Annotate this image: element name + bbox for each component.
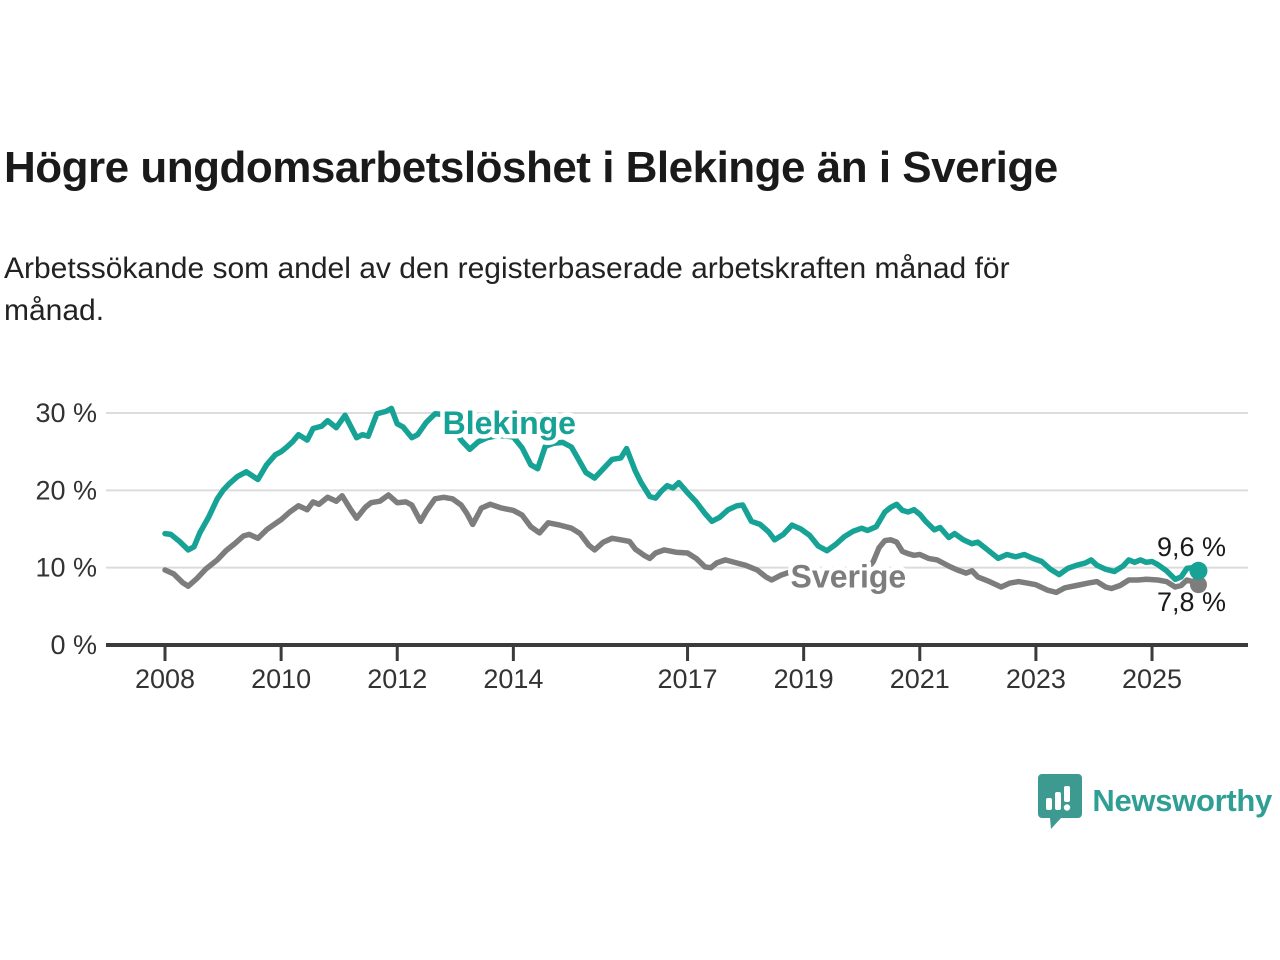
logo-bar-medium <box>1055 792 1062 810</box>
series-label-blekinge: Blekinge <box>443 405 576 441</box>
logo-bar-small <box>1046 798 1053 810</box>
series-line-blekinge <box>162 405 1202 583</box>
y-tick-label: 20 % <box>35 475 97 505</box>
newsworthy-brand: Newsworthy <box>1037 772 1272 830</box>
x-tick-label: 2008 <box>135 664 195 694</box>
newsworthy-logo-icon <box>1038 774 1083 829</box>
chart-subtitle: Arbetssökande som andel av den registerb… <box>4 252 1010 327</box>
logo-exclamation-bar <box>1064 786 1071 802</box>
y-tick-label: 30 % <box>35 398 97 428</box>
logo-exclamation-dot <box>1064 804 1071 811</box>
series-label-sverige: Sverige <box>791 558 907 594</box>
x-tick-label: 2010 <box>251 664 311 694</box>
end-value-label-sverige: 7,8 % <box>1157 587 1226 617</box>
series-end-dot-blekinge <box>1189 561 1208 580</box>
series-end-dot-sverige <box>1189 576 1207 594</box>
end-value-label-blekinge: 9,6 % <box>1157 532 1226 562</box>
x-tick-label: 2021 <box>890 664 950 694</box>
x-axis: 2008 2010 2012 2014 2017 2019 2021 2023 2025 <box>106 643 1248 694</box>
x-tick-label: 2012 <box>367 664 427 694</box>
x-tick-label: 2014 <box>483 664 543 694</box>
x-tick-label: 2019 <box>774 664 834 694</box>
newsworthy-wordmark: Newsworthy <box>1092 783 1272 818</box>
y-axis-labels: 0 % 10 % 20 % 30 % <box>35 398 97 660</box>
series-sverige <box>162 492 1207 596</box>
series-blekinge <box>162 405 1208 583</box>
gridlines <box>106 412 1248 569</box>
y-tick-label: 10 % <box>35 553 97 583</box>
y-tick-label: 0 % <box>50 630 97 660</box>
series-line-sverige <box>162 492 1202 596</box>
x-tick-label: 2023 <box>1006 664 1066 694</box>
x-tick-label: 2025 <box>1122 664 1182 694</box>
x-tick-label: 2017 <box>658 664 718 694</box>
chart-title: Högre ungdomsarbetslöshet i Blekinge än … <box>4 143 1058 192</box>
